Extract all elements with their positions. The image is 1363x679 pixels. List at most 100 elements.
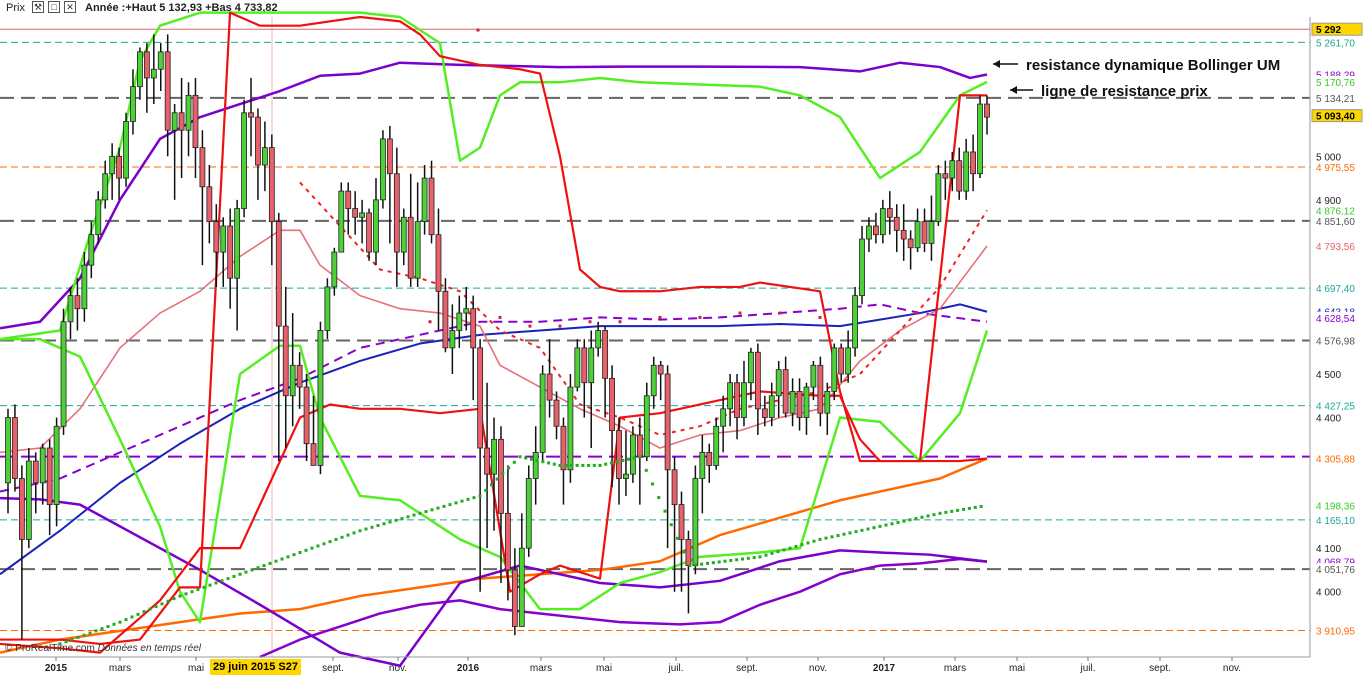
price-label-bg-18 — [1312, 513, 1362, 526]
green-dot-15-9 — [932, 513, 936, 517]
green-dot-1-9 — [172, 597, 176, 601]
series-purple-ma — [0, 303, 988, 493]
green-dot-2-5 — [208, 583, 212, 587]
candle-body-126 — [879, 208, 886, 236]
green-dot-12-0 — [688, 564, 692, 568]
green-dot-11-7 — [682, 550, 686, 554]
green-dot-2-6 — [214, 581, 218, 585]
green-dot-8-6 — [552, 462, 556, 466]
x-tick-label-11: 2017 — [873, 663, 896, 674]
green-dot-13-9 — [812, 539, 816, 543]
candle-body-52 — [366, 212, 372, 253]
wrench-icon[interactable]: ⚒ — [32, 1, 44, 13]
candle-body-70 — [491, 438, 497, 475]
green-dot-12-8 — [735, 558, 739, 562]
green-dot-10-2 — [609, 461, 613, 465]
red-dot-5 — [558, 324, 562, 328]
window-icon[interactable]: □ — [48, 1, 60, 13]
candle-body-78 — [546, 373, 553, 401]
candle-body-6 — [46, 447, 53, 506]
candle-body-67 — [470, 308, 477, 349]
price-label-bg-10 — [1312, 282, 1362, 295]
green-dot-7-2 — [489, 483, 493, 487]
green-dot-15-5 — [908, 518, 912, 522]
candle-body-65 — [456, 312, 463, 331]
green-dot-16-5 — [967, 506, 971, 510]
green-dot-11-2 — [651, 482, 654, 486]
candle-body-71 — [498, 438, 504, 514]
candle-body-47 — [331, 251, 338, 288]
candle-body-0 — [5, 417, 11, 484]
candle-body-49 — [345, 190, 352, 209]
green-dot-14-4 — [842, 532, 846, 536]
green-dot-0-7 — [100, 627, 104, 631]
candle-body-99 — [692, 478, 699, 566]
candle-body-43 — [303, 386, 310, 445]
x-tick-label-16: nov. — [1223, 663, 1241, 674]
green-dot-11-1 — [644, 468, 648, 472]
green-dot-14-3 — [836, 534, 840, 538]
candle-body-91 — [636, 434, 643, 458]
green-dot-16-7 — [979, 504, 983, 508]
series-violet-lower — [259, 557, 988, 659]
candle-body-25 — [178, 112, 185, 131]
red-dot-11 — [778, 311, 782, 315]
green-dot-4-6 — [334, 537, 338, 541]
candle-body-15 — [109, 155, 116, 175]
candle-body-136 — [949, 160, 956, 179]
price-label-0: 5 292 — [1316, 25, 1341, 36]
candle-body-13 — [95, 199, 102, 236]
price-label-bg-7 — [1312, 204, 1362, 217]
candle-body-36 — [255, 116, 261, 166]
green-dot-11-5 — [669, 523, 673, 527]
candle-body-103 — [720, 408, 727, 427]
series-red-line — [0, 390, 988, 654]
green-dot-2-9 — [232, 574, 236, 578]
candle-body-27 — [192, 94, 199, 149]
candle-body-75 — [525, 478, 532, 549]
candle-body-39 — [275, 221, 282, 327]
candle-body-59 — [414, 221, 421, 279]
candle-body-82 — [574, 347, 581, 388]
green-dot-2-2 — [190, 590, 194, 594]
green-dot-12-2 — [700, 562, 704, 566]
close-icon[interactable]: ✕ — [64, 1, 76, 13]
green-dot-12-6 — [723, 559, 727, 563]
green-dot-9-0 — [558, 463, 562, 467]
green-dot-13-6 — [794, 544, 798, 548]
candle-body-28 — [199, 147, 206, 188]
green-dot-1-5 — [148, 607, 152, 611]
green-dot-15-8 — [926, 514, 930, 518]
green-dot-6-8 — [466, 497, 470, 501]
x-tick-label-2: mai — [188, 663, 204, 674]
green-dot-2-8 — [226, 577, 230, 581]
series-green-lower — [0, 330, 989, 624]
y-tick-label-2: 4 500 — [1316, 370, 1341, 381]
green-dot-0-5 — [88, 631, 92, 635]
green-dot-13-2 — [770, 551, 774, 555]
candle-body-106 — [741, 382, 747, 418]
candle-body-109 — [761, 408, 768, 418]
green-dot-12-9 — [741, 557, 744, 561]
footer: © ProRealTime.com Données en temps réel — [5, 643, 201, 654]
green-dot-10-6 — [632, 456, 636, 460]
candle-body-21 — [150, 68, 157, 79]
candle-body-41 — [289, 364, 296, 397]
candle-body-107 — [748, 351, 754, 384]
green-dot-2-0 — [178, 594, 182, 598]
green-dot-0-0 — [58, 642, 62, 646]
price-label-bg-0 — [1311, 22, 1363, 36]
red-dot-1 — [428, 320, 432, 324]
green-dot-6-3 — [436, 506, 440, 510]
candle-body-34 — [241, 112, 247, 209]
price-label-1: 5 261,70 — [1316, 38, 1355, 49]
candle-body-73 — [511, 569, 518, 627]
candle-body-37 — [262, 147, 268, 166]
candle-body-51 — [359, 212, 366, 218]
series-orange-ma — [0, 457, 988, 654]
green-dot-1-6 — [154, 604, 158, 608]
green-dot-3-5 — [268, 561, 272, 565]
price-label-bg-12 — [1312, 312, 1362, 325]
footer-brand: © ProRealTime.com — [5, 643, 95, 654]
